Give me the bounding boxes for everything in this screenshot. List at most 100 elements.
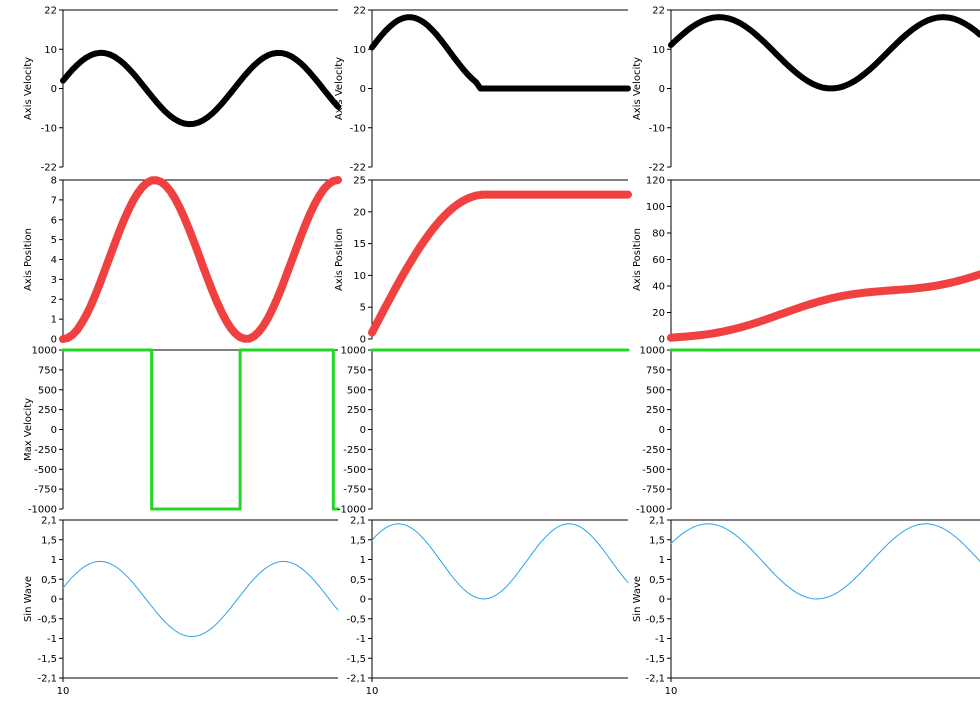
series-line	[368, 190, 632, 337]
y-tick-label: 5	[360, 303, 366, 314]
y-tick-label: 80	[652, 229, 665, 240]
y-axis-label: Axis Velocity	[334, 57, 345, 120]
x-tick-label: 10	[57, 686, 70, 697]
y-tick-label: 100	[646, 202, 665, 213]
y-tick-label: 250	[347, 405, 366, 416]
y-tick-label: -1000	[28, 505, 57, 516]
y-tick-label: -1	[356, 634, 366, 645]
y-tick-label: -1,5	[346, 654, 366, 665]
series-line	[61, 348, 340, 511]
y-tick-label: 1000	[640, 346, 665, 357]
y-tick-label: 1,5	[350, 535, 366, 546]
series-line	[371, 523, 629, 600]
y-tick-label: 2,1	[649, 516, 665, 527]
y-axis-label: Axis Velocity	[632, 57, 643, 120]
series-line	[667, 270, 980, 342]
y-tick-label: 2	[51, 295, 57, 306]
y-tick-label: -250	[343, 445, 366, 456]
y-tick-label: 0,5	[41, 575, 57, 586]
y-tick-label: 60	[652, 255, 665, 266]
y-tick-label: 20	[652, 308, 665, 319]
y-tick-label: 250	[646, 405, 665, 416]
x-tick-label: 10	[366, 686, 379, 697]
y-tick-label: -0,5	[645, 614, 665, 625]
y-tick-label: -1	[655, 634, 665, 645]
y-tick-label: -1,5	[37, 654, 57, 665]
y-tick-label: -10	[41, 123, 57, 134]
y-tick-label: 8	[51, 176, 57, 187]
y-tick-label: 0	[659, 595, 665, 606]
y-tick-label: 0	[51, 84, 57, 95]
y-tick-label: -10	[649, 123, 665, 134]
y-tick-label: -1000	[636, 505, 665, 516]
y-tick-label: 5	[51, 235, 57, 246]
y-tick-label: 250	[38, 405, 57, 416]
y-tick-label: 10	[353, 45, 366, 56]
series-line	[670, 523, 980, 600]
y-tick-label: 10	[353, 271, 366, 282]
y-axis-label: Sin Wave	[632, 576, 643, 622]
series-line	[60, 49, 341, 128]
y-tick-label: 0	[659, 84, 665, 95]
y-tick-label: 15	[353, 239, 366, 250]
y-tick-label: -2,1	[346, 674, 366, 685]
y-tick-label: 1	[51, 315, 57, 326]
y-tick-label: -10	[350, 123, 366, 134]
y-tick-label: 0	[360, 425, 366, 436]
y-tick-label: -750	[343, 485, 366, 496]
y-tick-label: 0,5	[350, 575, 366, 586]
y-tick-label: 1,5	[649, 535, 665, 546]
y-tick-label: 10	[652, 45, 665, 56]
y-tick-label: 1	[360, 555, 366, 566]
y-tick-label: -500	[642, 465, 665, 476]
y-tick-label: 0,5	[649, 575, 665, 586]
y-tick-label: -22	[41, 163, 57, 174]
y-tick-label: -1,5	[645, 654, 665, 665]
y-tick-label: 2,1	[41, 516, 57, 527]
y-axis-label: Max Velocity	[23, 398, 34, 461]
series-line	[369, 14, 631, 92]
y-tick-label: 0	[360, 595, 366, 606]
y-tick-label: -1	[47, 634, 57, 645]
y-tick-label: 7	[51, 195, 57, 206]
y-tick-label: 20	[353, 207, 366, 218]
y-tick-label: 120	[646, 176, 665, 187]
y-tick-label: 22	[44, 6, 57, 17]
y-tick-label: 1,5	[41, 535, 57, 546]
y-tick-label: 3	[51, 275, 57, 286]
y-tick-label: -250	[34, 445, 57, 456]
y-tick-label: 500	[347, 385, 366, 396]
series-line	[59, 176, 342, 343]
y-tick-label: 6	[51, 215, 57, 226]
y-tick-label: 2,1	[350, 516, 366, 527]
y-tick-label: 0	[659, 425, 665, 436]
y-tick-label: 750	[38, 365, 57, 376]
y-axis-label: Axis Position	[23, 228, 34, 291]
y-tick-label: 22	[652, 6, 665, 17]
y-tick-label: 0	[51, 335, 57, 346]
y-tick-label: 25	[353, 176, 366, 187]
y-tick-label: -750	[642, 485, 665, 496]
y-tick-label: -250	[642, 445, 665, 456]
y-tick-label: 1000	[32, 346, 57, 357]
y-tick-label: -750	[34, 485, 57, 496]
y-tick-label: 0	[51, 595, 57, 606]
y-axis-label: Axis Position	[632, 228, 643, 291]
y-tick-label: -2,1	[37, 674, 57, 685]
x-tick-label: 10	[665, 686, 678, 697]
y-tick-label: 40	[652, 282, 665, 293]
y-tick-label: 0	[51, 425, 57, 436]
y-tick-label: -500	[34, 465, 57, 476]
y-tick-label: 22	[353, 6, 366, 17]
y-tick-label: -22	[649, 163, 665, 174]
y-tick-label: -1000	[337, 505, 366, 516]
y-tick-label: 750	[347, 365, 366, 376]
y-tick-label: -22	[350, 163, 366, 174]
y-tick-label: 4	[51, 255, 57, 266]
y-tick-label: 750	[646, 365, 665, 376]
y-tick-label: 500	[38, 385, 57, 396]
y-tick-label: 500	[646, 385, 665, 396]
y-tick-label: -2,1	[645, 674, 665, 685]
y-tick-label: 1	[51, 555, 57, 566]
